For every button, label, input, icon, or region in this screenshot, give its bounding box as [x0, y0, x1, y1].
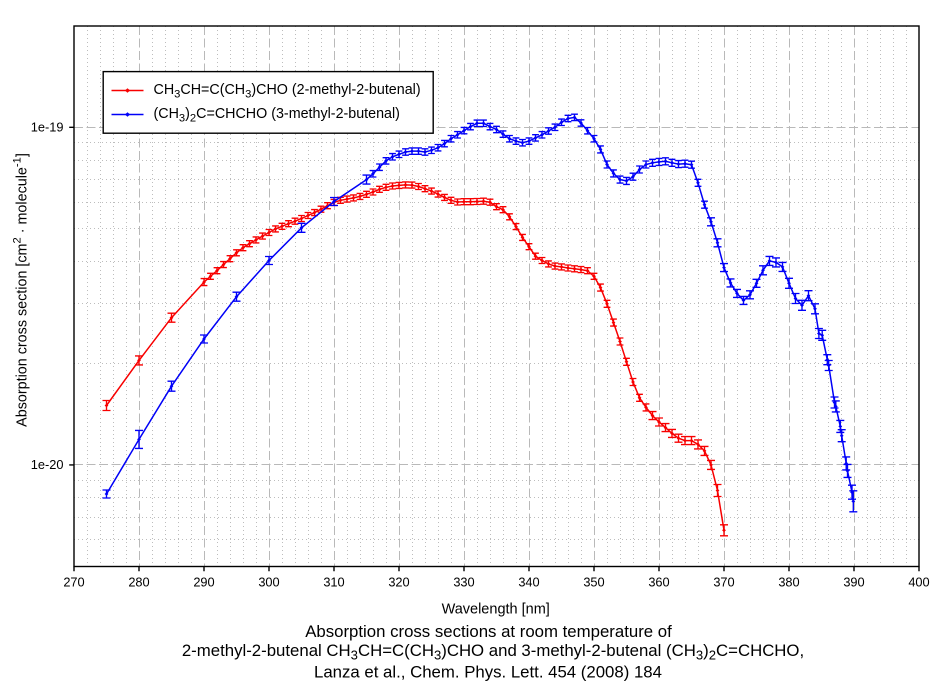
- svg-text:400: 400: [908, 575, 929, 590]
- svg-text:320: 320: [388, 575, 409, 590]
- svg-text:1e-20: 1e-20: [31, 457, 64, 472]
- svg-text:310: 310: [323, 575, 344, 590]
- svg-text:Lanza et al., Chem. Phys. Lett: Lanza et al., Chem. Phys. Lett. 454 (200…: [314, 662, 662, 681]
- svg-text:350: 350: [583, 575, 604, 590]
- svg-text:280: 280: [128, 575, 149, 590]
- svg-text:300: 300: [258, 575, 279, 590]
- svg-text:330: 330: [453, 575, 474, 590]
- svg-text:340: 340: [518, 575, 539, 590]
- svg-text:1e-19: 1e-19: [31, 120, 64, 135]
- svg-text:Absorption cross sections at r: Absorption cross sections at room temper…: [305, 622, 672, 641]
- svg-text:360: 360: [648, 575, 669, 590]
- svg-text:370: 370: [713, 575, 734, 590]
- svg-text:390: 390: [843, 575, 864, 590]
- svg-text:290: 290: [193, 575, 214, 590]
- svg-text:270: 270: [63, 575, 84, 590]
- svg-text:CH3​CH=C(CH3​)CHO (2-methyl-2-: CH3​CH=C(CH3​)CHO (2-methyl-2-butenal): [154, 82, 421, 101]
- svg-text:380: 380: [778, 575, 799, 590]
- svg-text:2-methyl-2-butenal CH3​CH=C(CH: 2-methyl-2-butenal CH3​CH=C(CH3​)CHO and…: [182, 641, 804, 663]
- svg-text:(CH3​)2​C=CHCHO (3-methyl-2-bu: (CH3​)2​C=CHCHO (3-methyl-2-butenal): [154, 106, 400, 125]
- svg-text:Absorption cross section [cm2: Absorption cross section [cm2 · molecule…: [11, 153, 30, 427]
- svg-text:Wavelength [nm]: Wavelength [nm]: [442, 602, 550, 618]
